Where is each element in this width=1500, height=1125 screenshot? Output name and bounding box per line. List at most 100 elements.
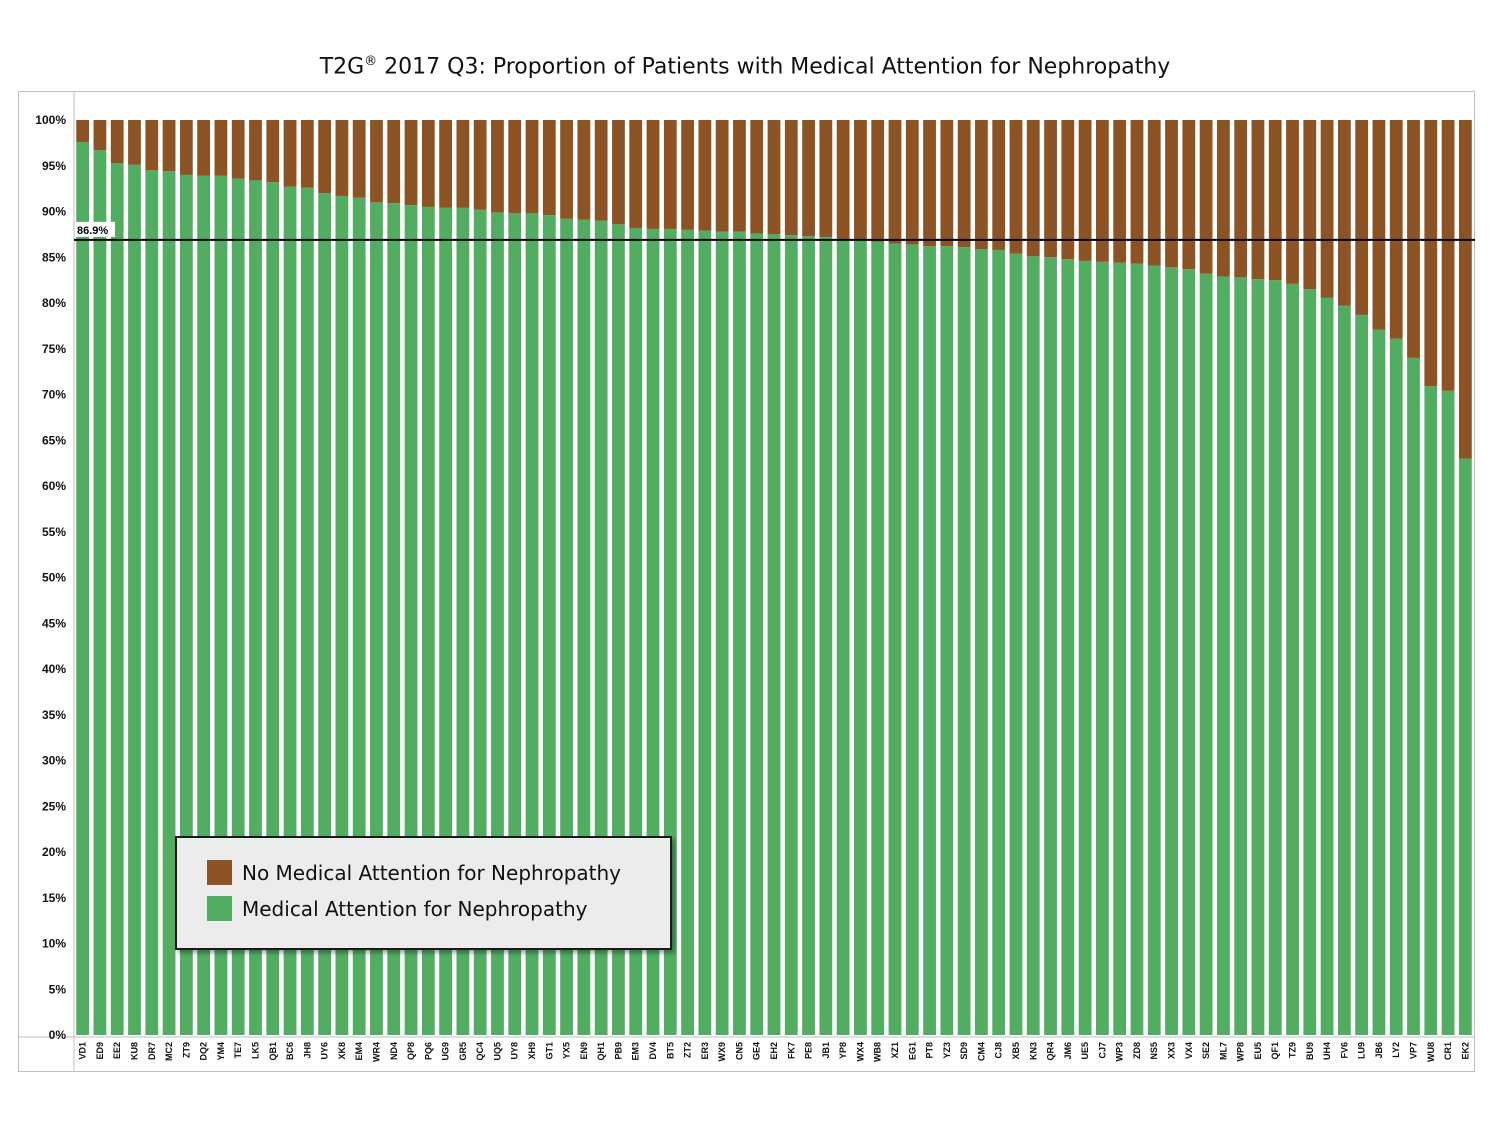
x-tick-label: QB1 xyxy=(268,1042,278,1061)
bar-attention xyxy=(681,229,694,1036)
bar-no-attention xyxy=(819,120,833,238)
bar-no-attention xyxy=(1199,120,1213,274)
bar-no-attention xyxy=(1009,120,1023,254)
y-tick-label: 25% xyxy=(42,799,66,813)
x-tick-label: LU9 xyxy=(1357,1042,1367,1059)
legend-swatch-attention xyxy=(207,896,232,921)
x-tick-label: EE2 xyxy=(112,1042,122,1059)
bar-attention xyxy=(1026,256,1040,1036)
bar-no-attention xyxy=(473,120,487,210)
x-tick-label: BU9 xyxy=(1305,1042,1315,1060)
bar-attention xyxy=(715,231,729,1035)
x-tick-label: EK2 xyxy=(1460,1042,1470,1060)
bar-attention xyxy=(629,227,643,1036)
bar-no-attention xyxy=(93,120,107,151)
bar-attention xyxy=(542,215,556,1035)
x-tick-label: EM4 xyxy=(354,1042,364,1061)
bar-no-attention xyxy=(975,120,988,250)
bar-attention xyxy=(767,234,781,1035)
x-tick-label: ZD8 xyxy=(1132,1042,1142,1059)
bar-attention xyxy=(594,220,608,1035)
bar-attention xyxy=(1424,386,1438,1035)
x-tick-label: QF1 xyxy=(1270,1042,1280,1060)
x-tick-label: VP7 xyxy=(1409,1042,1419,1059)
bar-no-attention xyxy=(387,120,401,204)
y-tick-label: 10% xyxy=(42,937,66,951)
x-tick-label: WP8 xyxy=(1236,1042,1246,1062)
bar-attention xyxy=(819,237,833,1035)
bar-no-attention xyxy=(750,120,764,234)
bar-attention xyxy=(975,249,988,1035)
x-tick-label: GR5 xyxy=(458,1042,468,1061)
bar-attention xyxy=(387,203,401,1035)
y-tick-label: 15% xyxy=(42,891,66,905)
x-tick-label: CR1 xyxy=(1443,1042,1453,1060)
bar-no-attention xyxy=(1441,120,1455,391)
bar-attention xyxy=(1441,390,1455,1036)
bar-no-attention xyxy=(370,120,383,203)
x-tick-label: VX4 xyxy=(1184,1042,1194,1059)
bar-attention xyxy=(1389,338,1403,1035)
y-tick-label: 60% xyxy=(42,479,66,493)
x-tick-label: EU5 xyxy=(1253,1042,1263,1060)
bar-attention xyxy=(784,235,798,1036)
bar-no-attention xyxy=(612,120,625,225)
bar-no-attention xyxy=(1458,120,1472,459)
x-tick-label: PT8 xyxy=(925,1042,935,1059)
bar-attention xyxy=(421,206,435,1036)
y-tick-label: 50% xyxy=(42,571,66,585)
legend-label-no-attention: No Medical Attention for Nephropathy xyxy=(242,860,622,885)
bar-no-attention xyxy=(439,120,452,208)
chart-legend: No Medical Attention for Nephropathy Med… xyxy=(175,836,672,950)
bar-no-attention xyxy=(888,120,902,244)
x-tick-label: UY8 xyxy=(510,1042,520,1060)
bar-attention xyxy=(663,228,677,1035)
x-tick-label: XB5 xyxy=(1011,1042,1021,1060)
x-tick-label: NS5 xyxy=(1149,1042,1159,1060)
x-tick-label: KU8 xyxy=(129,1042,139,1060)
bar-no-attention xyxy=(179,120,193,175)
bar-attention xyxy=(888,243,902,1035)
bar-attention xyxy=(318,193,332,1035)
x-tick-label: UQ5 xyxy=(492,1042,502,1061)
x-tick-label: CN5 xyxy=(734,1042,744,1060)
reference-line-label: 86.9% xyxy=(77,225,108,237)
bar-attention xyxy=(854,240,867,1035)
x-tick-label: WX9 xyxy=(717,1042,727,1062)
chart-frame xyxy=(18,91,1475,1072)
bar-attention xyxy=(128,164,141,1035)
bar-attention xyxy=(698,230,712,1036)
bar-attention xyxy=(1216,276,1230,1036)
x-tick-label: EN9 xyxy=(579,1042,589,1060)
bar-attention xyxy=(1251,279,1265,1036)
bar-no-attention xyxy=(1130,120,1144,264)
bar-no-attention xyxy=(249,120,262,181)
x-tick-label: PE8 xyxy=(804,1042,814,1059)
bar-no-attention xyxy=(300,120,314,188)
x-tick-label: PQ6 xyxy=(423,1042,433,1060)
x-tick-label: WB8 xyxy=(873,1042,883,1062)
bar-no-attention xyxy=(352,120,366,198)
y-tick-label: 55% xyxy=(42,525,66,539)
x-tick-label: SE2 xyxy=(1201,1042,1211,1059)
bar-no-attention xyxy=(421,120,435,207)
reference-label-bg xyxy=(75,221,115,237)
x-tick-label: XX3 xyxy=(1167,1042,1177,1059)
bar-no-attention xyxy=(1182,120,1196,270)
bar-no-attention xyxy=(698,120,712,231)
bar-no-attention xyxy=(1389,120,1403,339)
bar-no-attention xyxy=(318,120,332,194)
bar-no-attention xyxy=(594,120,608,221)
x-tick-label: EH2 xyxy=(769,1042,779,1060)
x-tick-label: GE4 xyxy=(752,1042,762,1060)
bar-attention xyxy=(1078,260,1092,1035)
x-tick-label: GT1 xyxy=(544,1042,554,1060)
legend-item-no-attention: No Medical Attention for Nephropathy xyxy=(207,860,621,885)
bar-attention xyxy=(439,207,452,1036)
bar-attention xyxy=(404,205,418,1036)
x-tick-label: WX4 xyxy=(855,1042,865,1062)
bar-attention xyxy=(1372,329,1386,1035)
x-tick-label: DQ2 xyxy=(199,1042,209,1061)
bar-attention xyxy=(1303,289,1317,1035)
